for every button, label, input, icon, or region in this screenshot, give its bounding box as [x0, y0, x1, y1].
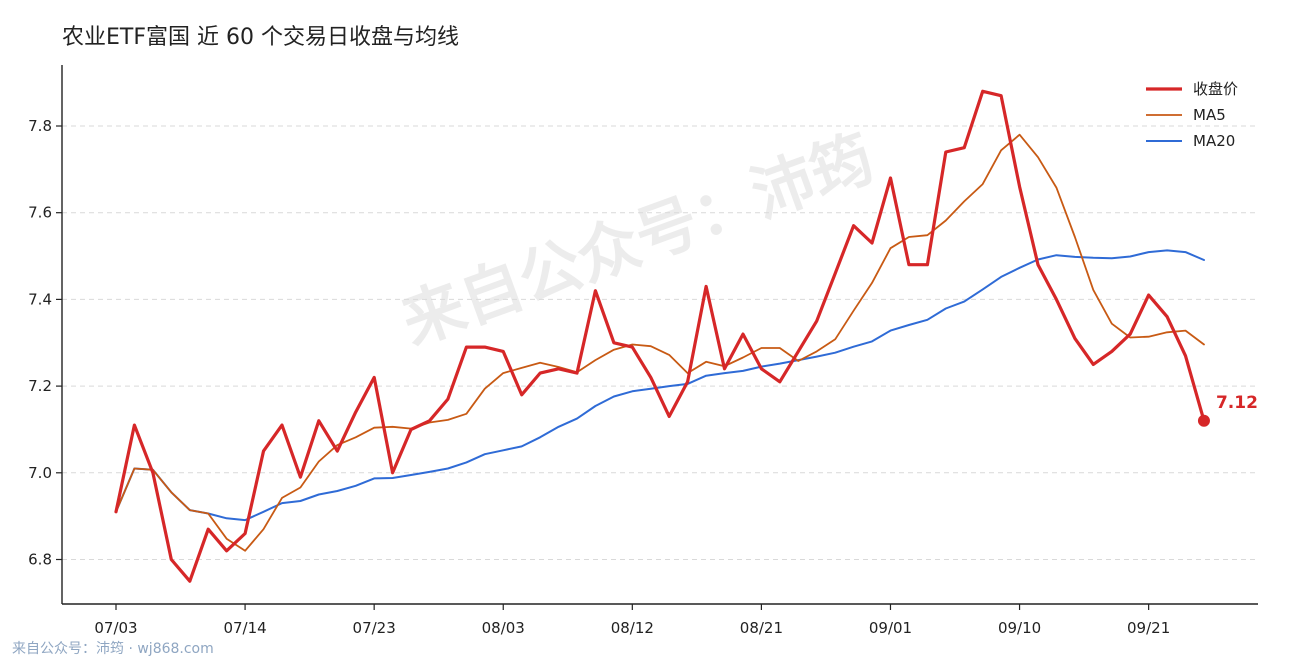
x-tick-label: 09/10: [998, 619, 1041, 637]
x-tick-label: 09/21: [1127, 619, 1170, 637]
x-tick-label: 08/21: [740, 619, 783, 637]
y-tick-label: 7.4: [28, 290, 52, 308]
x-tick-label: 08/12: [611, 619, 654, 637]
y-tick-label: 7.2: [28, 377, 52, 395]
y-tick-label: 7.0: [28, 464, 52, 482]
legend-label: MA20: [1193, 132, 1235, 150]
y-tick-label: 7.6: [28, 204, 52, 222]
series-line-ma20: [115, 249, 1205, 522]
footer-source: 来自公众号：沛筠 · wj868.com: [12, 640, 214, 657]
series-line-close: [114, 89, 1206, 583]
axes: [61, 65, 1258, 605]
x-tick-label: 07/03: [94, 619, 137, 637]
y-tick-label: 7.8: [28, 117, 52, 135]
x-tick-label: 09/01: [869, 619, 912, 637]
y-tick-label: 6.8: [28, 551, 52, 569]
chart-title: 农业ETF富国 近 60 个交易日收盘与均线: [62, 25, 459, 50]
y-axis-ticks: 6.8 7.0 7.2 7.4 7.6 7.8: [28, 117, 62, 569]
series-lines: [114, 89, 1206, 583]
legend-label: 收盘价: [1193, 80, 1238, 98]
watermark: 来自公众号：沛筠: [392, 121, 883, 359]
x-tick-label: 07/23: [353, 619, 396, 637]
last-point-label: 7.12: [1216, 393, 1258, 413]
legend: 收盘价 MA5 MA20: [1146, 80, 1238, 150]
y-gridlines: [62, 125, 1258, 560]
last-point-marker: 7.12: [1197, 393, 1258, 427]
legend-label: MA5: [1193, 106, 1226, 124]
x-tick-label: 07/14: [223, 619, 266, 637]
x-axis-ticks: 07/03 07/14 07/23 08/03 08/12 08/21 09/01 09/10…: [94, 604, 1170, 637]
x-tick-label: 08/03: [482, 619, 525, 637]
last-point-dot: [1197, 414, 1210, 427]
series-line-ma5: [115, 133, 1205, 552]
